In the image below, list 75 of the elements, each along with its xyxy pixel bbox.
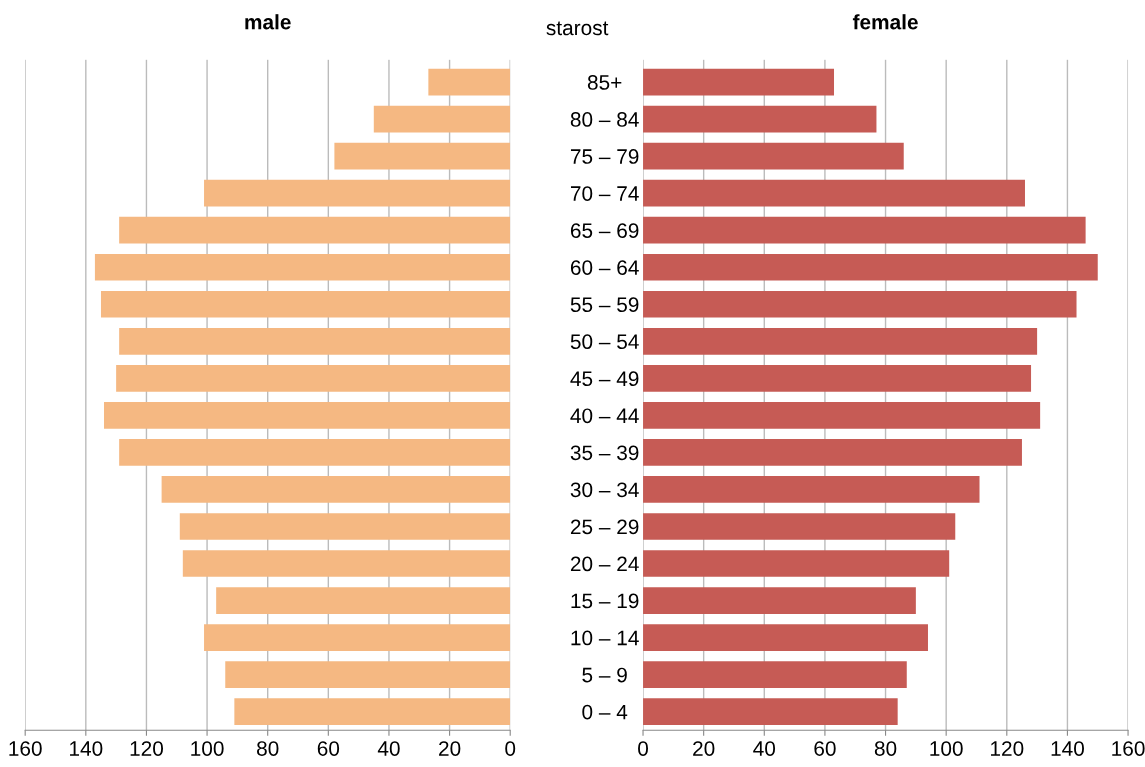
- x-tick-label: 0: [505, 741, 516, 756]
- y-tick-label: 25 – 29: [570, 519, 639, 535]
- bar: [643, 179, 1025, 207]
- x-tick-label: 140: [1051, 741, 1084, 756]
- bar: [643, 661, 907, 688]
- y-axis-title: starost: [546, 21, 609, 36]
- x-tick-label: 40: [753, 741, 776, 756]
- x-tick-label: 0: [638, 741, 649, 756]
- x-tick-label: 160: [9, 741, 42, 756]
- bar: [234, 698, 511, 725]
- bar: [643, 587, 916, 614]
- bar: [643, 216, 1086, 244]
- x-tick-label: 60: [317, 741, 340, 756]
- y-tick-label: 0 – 4: [582, 704, 628, 720]
- y-tick-label: 50 – 54: [570, 334, 639, 350]
- y-tick-label: 30 – 34: [570, 482, 639, 498]
- bar: [643, 476, 980, 503]
- bar: [182, 550, 511, 577]
- y-tick-label: 70 – 74: [570, 186, 639, 201]
- x-tick-label: 120: [130, 741, 164, 756]
- bar: [94, 253, 511, 281]
- bar: [643, 550, 950, 577]
- bar: [428, 68, 511, 96]
- bar: [643, 290, 1077, 318]
- y-tick-label: 80 – 84: [570, 112, 639, 127]
- bar: [643, 327, 1038, 355]
- bar: [119, 327, 511, 355]
- x-tick-label: 160: [1112, 741, 1145, 756]
- y-tick-label: 45 – 49: [570, 371, 639, 387]
- bar: [161, 476, 511, 503]
- bar: [373, 105, 511, 133]
- x-tick-label: 20: [693, 741, 715, 756]
- bar: [100, 290, 511, 318]
- bar: [216, 587, 511, 614]
- y-tick-label: 85+: [587, 75, 622, 90]
- y-tick-label: 20 – 24: [570, 556, 639, 572]
- bar: [204, 624, 511, 651]
- x-tick-label: 80: [257, 741, 279, 756]
- x-tick-label: 140: [70, 741, 103, 756]
- x-tick-label: 100: [191, 741, 224, 756]
- bar: [179, 513, 511, 540]
- bar: [119, 439, 511, 466]
- y-tick-label: 75 – 79: [570, 149, 639, 164]
- bar: [643, 698, 898, 725]
- x-tick-label: 100: [930, 741, 963, 756]
- x-tick-label: 40: [377, 741, 400, 756]
- bar: [334, 142, 511, 170]
- bar: [204, 179, 511, 207]
- x-tick-label: 20: [439, 741, 461, 756]
- y-tick-label: 10 – 14: [571, 630, 639, 646]
- x-tick-label: 80: [874, 741, 897, 756]
- x-tick-label: 120: [991, 741, 1024, 756]
- bar: [643, 253, 1098, 281]
- x-tick-label: 60: [814, 741, 836, 756]
- bar: [643, 439, 1022, 466]
- y-tick-label: 5 – 9: [582, 667, 627, 683]
- bar: [643, 402, 1041, 429]
- bar: [116, 365, 511, 392]
- bar: [643, 68, 835, 96]
- chart-title: female: [852, 14, 918, 30]
- bar: [643, 513, 956, 540]
- y-tick-label: 60 – 64: [570, 260, 639, 275]
- y-tick-label: 55 – 59: [570, 297, 639, 313]
- bar: [643, 105, 877, 133]
- y-tick-label: 15 – 19: [571, 593, 639, 609]
- bar: [104, 402, 511, 429]
- y-tick-label: 40 – 44: [570, 408, 639, 424]
- y-tick-label: 35 – 39: [570, 445, 639, 461]
- chart-title: male: [245, 14, 291, 30]
- bar: [643, 624, 928, 651]
- bar: [119, 216, 511, 244]
- bar: [643, 365, 1032, 392]
- y-tick-label: 65 – 69: [570, 223, 639, 238]
- bar: [643, 142, 904, 170]
- bar: [225, 661, 511, 688]
